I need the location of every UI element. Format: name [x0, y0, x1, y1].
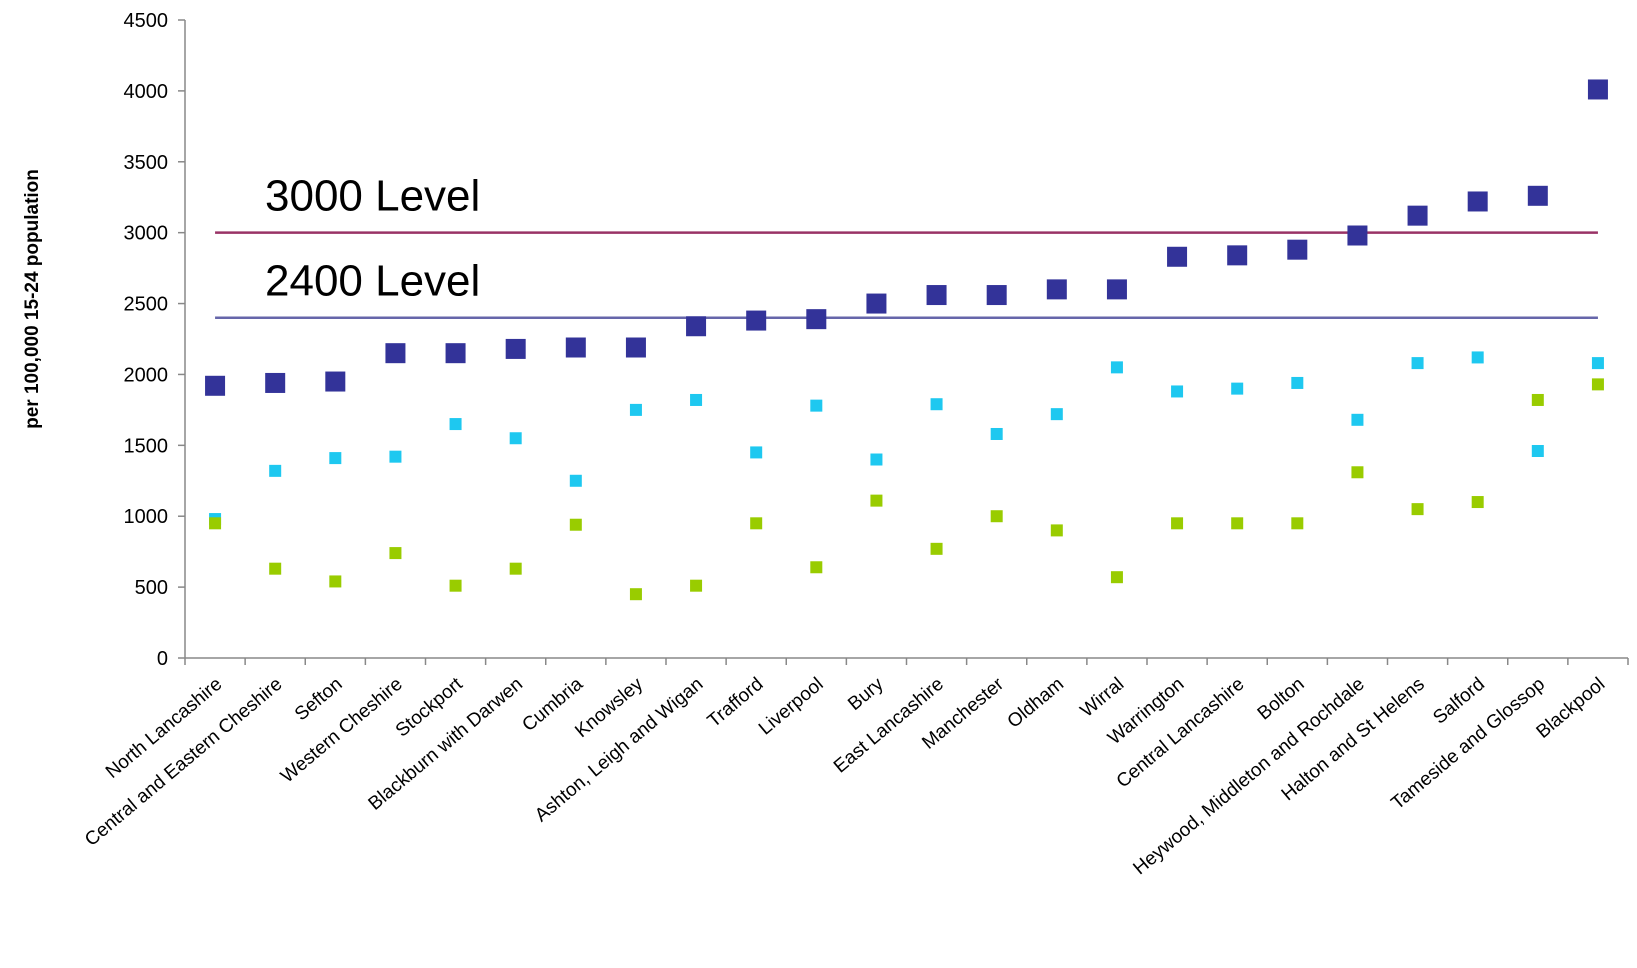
data-point-series-3 — [209, 517, 222, 530]
data-point-series-1 — [445, 343, 466, 364]
data-point-series-2 — [329, 452, 342, 465]
data-point-series-1 — [625, 337, 646, 358]
data-point-series-2 — [870, 453, 883, 466]
y-tick-label: 500 — [135, 577, 168, 599]
y-tick-label: 4000 — [124, 81, 169, 103]
data-point-series-2 — [509, 432, 522, 445]
data-point-series-3 — [1471, 496, 1484, 509]
data-point-series-2 — [810, 399, 823, 412]
data-point-series-3 — [629, 588, 642, 601]
data-point-series-1 — [385, 343, 406, 364]
data-point-series-2 — [1351, 413, 1364, 426]
data-point-series-2 — [569, 474, 582, 487]
data-point-series-3 — [389, 547, 402, 560]
x-category-label: Bolton — [1254, 674, 1309, 725]
data-point-series-2 — [1291, 376, 1304, 389]
data-point-series-3 — [1171, 517, 1184, 530]
data-point-series-2 — [1231, 382, 1244, 395]
data-point-series-2 — [1411, 357, 1424, 370]
data-point-series-1 — [265, 372, 286, 393]
y-tick-label: 0 — [157, 648, 168, 670]
data-point-series-3 — [990, 510, 1003, 523]
data-point-series-2 — [990, 427, 1003, 440]
data-point-series-2 — [389, 450, 402, 463]
y-tick-label: 3000 — [124, 223, 169, 245]
data-point-series-1 — [1167, 246, 1188, 267]
data-point-series-1 — [926, 285, 947, 306]
x-category-label: Oldham — [1004, 674, 1068, 733]
x-category-label: East Lancashire — [830, 674, 948, 778]
data-point-series-3 — [1531, 393, 1544, 406]
data-point-series-1 — [1287, 239, 1308, 260]
data-point-series-2 — [449, 418, 462, 431]
data-point-series-2 — [750, 446, 763, 459]
x-category-label: Liverpool — [755, 674, 828, 740]
data-point-series-3 — [1291, 517, 1304, 530]
data-point-series-2 — [1110, 361, 1123, 374]
data-point-series-1 — [686, 316, 707, 337]
y-tick-label: 3500 — [124, 152, 169, 174]
data-point-series-3 — [1351, 466, 1364, 479]
data-point-series-3 — [1050, 524, 1063, 537]
data-point-series-1 — [325, 371, 346, 392]
data-point-series-3 — [1231, 517, 1244, 530]
data-point-series-1 — [205, 375, 226, 396]
y-tick-label: 2500 — [124, 294, 169, 316]
data-point-series-3 — [690, 579, 703, 592]
data-point-series-3 — [569, 518, 582, 531]
data-point-series-1 — [1467, 191, 1488, 212]
y-tick-label: 1000 — [124, 506, 169, 528]
x-category-label: Wirral — [1077, 674, 1129, 722]
reference-line-label: 3000 Level — [265, 172, 480, 221]
y-tick-label: 2000 — [124, 364, 169, 386]
data-point-series-1 — [505, 338, 526, 359]
data-point-series-2 — [1050, 408, 1063, 421]
data-point-series-3 — [810, 561, 823, 574]
data-point-series-3 — [930, 542, 943, 555]
data-point-series-3 — [1110, 571, 1123, 584]
y-tick-label: 1500 — [124, 435, 169, 457]
data-point-series-2 — [930, 398, 943, 411]
data-point-series-2 — [1171, 385, 1184, 398]
data-point-series-1 — [746, 310, 767, 331]
reference-line-label: 2400 Level — [265, 257, 480, 306]
data-point-series-3 — [1591, 378, 1604, 391]
data-point-series-3 — [509, 562, 522, 575]
x-category-label: Bury — [844, 673, 888, 715]
data-point-series-1 — [806, 309, 827, 330]
x-category-label: Sefton — [291, 674, 347, 725]
data-point-series-1 — [986, 285, 1007, 306]
data-point-series-1 — [1587, 79, 1608, 100]
data-point-series-2 — [629, 403, 642, 416]
data-point-series-3 — [1411, 503, 1424, 516]
data-point-series-3 — [269, 562, 282, 575]
data-point-series-1 — [1106, 279, 1127, 300]
data-point-series-3 — [870, 494, 883, 507]
y-axis-label: per 100,000 15-24 population — [22, 169, 43, 429]
data-point-series-3 — [750, 517, 763, 530]
data-point-series-1 — [1227, 245, 1248, 266]
y-tick-label: 4500 — [124, 10, 169, 32]
data-point-series-2 — [690, 393, 703, 406]
data-point-series-1 — [1347, 225, 1368, 246]
data-point-series-2 — [269, 464, 282, 477]
data-point-series-2 — [1591, 357, 1604, 370]
data-point-series-3 — [329, 575, 342, 588]
data-point-series-1 — [565, 337, 586, 358]
data-point-series-1 — [1046, 279, 1067, 300]
data-point-series-2 — [1531, 445, 1544, 458]
data-point-series-1 — [1527, 185, 1548, 206]
data-point-series-2 — [1471, 351, 1484, 364]
data-point-series-1 — [866, 293, 887, 314]
data-point-series-1 — [1407, 205, 1428, 226]
data-point-series-3 — [449, 579, 462, 592]
